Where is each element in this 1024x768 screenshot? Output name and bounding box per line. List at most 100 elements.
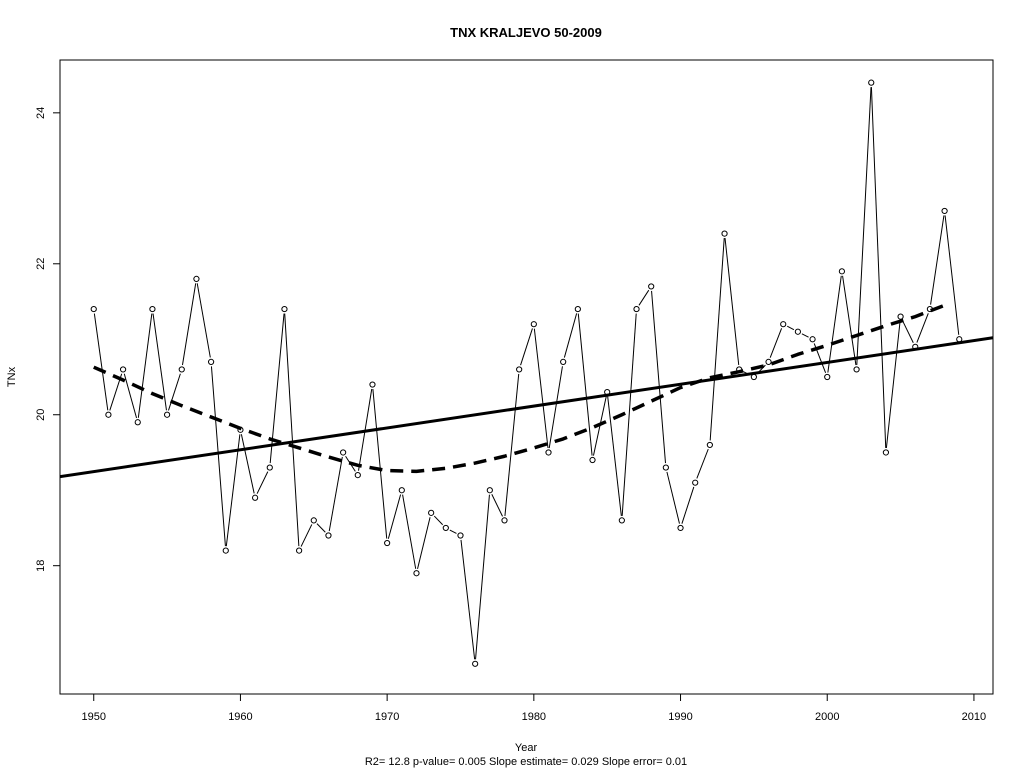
observed-point (193, 275, 200, 282)
observed-series (90, 79, 963, 667)
observed-segment (842, 275, 857, 366)
observed-point (472, 660, 479, 667)
observed-segment (372, 388, 388, 539)
observed-segment (769, 328, 783, 358)
observed-point (325, 532, 332, 539)
observed-point (457, 532, 464, 539)
observed-segment (168, 373, 181, 411)
observed-point (780, 321, 787, 328)
y-tick-label: 18 (35, 560, 47, 572)
observed-point (281, 305, 288, 313)
observed-segment (475, 494, 490, 660)
observed-segment (724, 238, 740, 366)
observed-segment (433, 515, 444, 526)
chart-title: TNX KRALJEVO 50-2009 (450, 25, 602, 40)
smoothed-trend-line (93, 303, 946, 474)
observed-point (721, 230, 728, 237)
observed-point (369, 381, 376, 388)
observed-point (941, 207, 948, 215)
observed-point (90, 305, 97, 313)
observed-segment (607, 396, 622, 516)
observed-segment (93, 313, 109, 411)
observed-segment (256, 471, 269, 494)
observed-point (516, 366, 523, 373)
observed-segment (316, 523, 326, 533)
observed-point (428, 509, 435, 516)
x-axis-label: Year (515, 742, 538, 754)
observed-segment (137, 313, 153, 418)
observed-segment (666, 471, 680, 524)
observed-segment (460, 539, 476, 660)
observed-point (706, 441, 713, 449)
observed-segment (651, 290, 666, 464)
observed-segment (885, 321, 901, 449)
observed-segment (681, 486, 695, 524)
observed-point (677, 524, 684, 532)
observed-segment (870, 87, 887, 448)
observed-segment (827, 275, 842, 373)
observed-point (765, 358, 772, 366)
x-tick-label: 2010 (962, 711, 986, 723)
observed-point (296, 547, 303, 554)
observed-point (398, 487, 405, 494)
observed-segment (577, 313, 593, 456)
observed-segment (181, 283, 197, 366)
observed-segment (930, 215, 945, 305)
y-tick-label: 20 (35, 409, 47, 421)
observed-segment (944, 215, 960, 335)
plot-frame (59, 59, 994, 695)
observed-point (207, 358, 215, 366)
y-axis: 18 20 22 24 (35, 107, 60, 572)
observed-segment (328, 456, 343, 532)
observed-point (692, 479, 699, 486)
observed-segment (210, 366, 226, 547)
x-tick-label: 1960 (228, 711, 252, 723)
observed-segment (417, 517, 431, 569)
series-layer (60, 79, 993, 667)
observed-segment (491, 494, 503, 517)
observed-point (442, 524, 449, 532)
observed-point (134, 419, 141, 426)
observed-segment (402, 494, 417, 569)
observed-point (310, 517, 317, 524)
observed-point (413, 570, 420, 577)
observed-segment (300, 524, 313, 547)
observed-point (252, 494, 259, 501)
observed-point (824, 373, 831, 381)
observed-point (501, 517, 508, 524)
observed-point (809, 336, 816, 343)
y-tick-label: 22 (35, 258, 47, 270)
x-axis: 1950 1960 1970 1980 1990 2000 2010 (81, 694, 986, 723)
observed-segment (520, 328, 533, 366)
observed-segment (548, 366, 563, 449)
observed-point (589, 456, 596, 464)
observed-segment (504, 373, 520, 516)
observed-segment (709, 238, 725, 441)
observed-segment (638, 289, 650, 306)
observed-point (384, 539, 391, 547)
observed-point (868, 79, 875, 86)
observed-point (560, 358, 567, 366)
observed-point (178, 366, 185, 373)
observed-point (750, 373, 757, 381)
observed-segment (387, 494, 402, 539)
observed-segment (621, 313, 637, 516)
linear-trend-line (60, 336, 993, 479)
observed-point (545, 449, 552, 456)
observed-point (354, 472, 361, 479)
observed-segment (225, 434, 241, 547)
x-tick-label: 1970 (375, 711, 399, 723)
observed-point (853, 366, 860, 373)
observed-point (574, 305, 581, 313)
observed-segment (240, 434, 255, 494)
observed-point (838, 268, 846, 275)
stats-footer: R2= 12.8 p-value= 0.005 Slope estimate= … (365, 756, 687, 768)
observed-point (633, 305, 640, 313)
observed-segment (916, 313, 929, 343)
observed-segment (786, 325, 795, 331)
observed-segment (533, 328, 549, 449)
observed-point (149, 305, 156, 313)
observed-point (105, 411, 112, 418)
observed-point (618, 517, 625, 524)
